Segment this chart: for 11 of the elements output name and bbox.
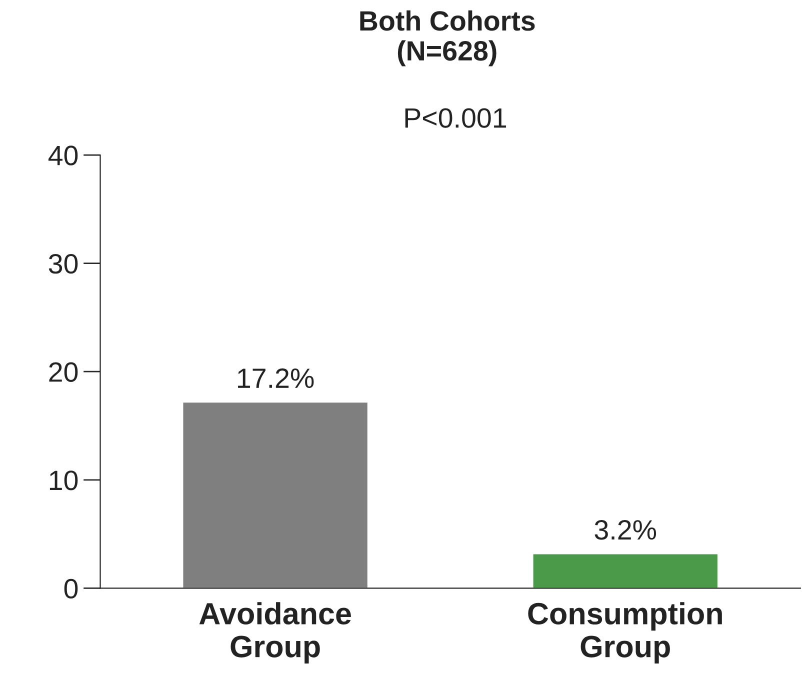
chart-title: Both Cohorts (N=628) xyxy=(360,10,535,66)
y-tick-label: 10 xyxy=(50,470,78,490)
y-tick-label: 0 xyxy=(64,578,78,599)
x-tick-label: Consumption Group xyxy=(528,602,722,664)
y-tick-label: 30 xyxy=(48,254,78,274)
data-label: 17.2% xyxy=(238,368,314,388)
y-tick-label: 20 xyxy=(49,362,78,382)
data-label: 3.2% xyxy=(594,520,656,540)
y-tick-label: 40 xyxy=(48,146,78,166)
x-tick-label: Avoidance Group xyxy=(199,602,351,664)
text: P<0.001 xyxy=(405,108,506,128)
